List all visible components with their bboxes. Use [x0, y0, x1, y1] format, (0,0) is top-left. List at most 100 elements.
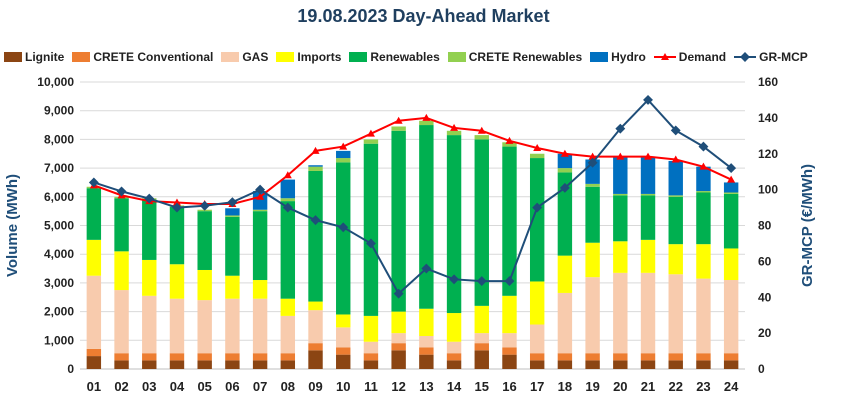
bar-gas	[474, 333, 489, 344]
bar-renewables	[668, 196, 683, 245]
y2-tick-label: 0	[758, 362, 765, 376]
x-tick-label: 07	[253, 379, 267, 394]
bar-crete-conventional	[391, 343, 406, 351]
y2-tick-label: 140	[758, 111, 778, 125]
bar-gas	[225, 298, 240, 354]
point-gr-mcp	[144, 193, 155, 204]
bar-lignite	[474, 350, 489, 369]
x-tick-label: 06	[225, 379, 239, 394]
bar-renewables	[308, 170, 323, 302]
bar-crete-conventional	[86, 348, 102, 357]
point-gr-mcp	[615, 123, 626, 134]
bar-renewables	[640, 195, 656, 240]
y-tick-label: 6,000	[44, 190, 74, 204]
bar-imports	[446, 313, 462, 342]
bar-imports	[474, 305, 489, 334]
point-demand	[394, 116, 403, 124]
y-tick-label: 8,000	[44, 132, 74, 146]
x-tick-label: 09	[308, 379, 322, 394]
bar-crete-conventional	[419, 347, 434, 355]
point-gr-mcp	[476, 276, 487, 287]
legend-item-crete-renewables: CRETE Renewables	[447, 50, 582, 64]
point-gr-mcp	[726, 163, 737, 174]
bar-crete-renewables	[474, 135, 489, 140]
bar-hydro	[696, 166, 711, 192]
bar-crete-conventional	[613, 353, 628, 361]
bar-crete-renewables	[363, 139, 379, 144]
x-tick-label: 18	[558, 379, 572, 394]
bar-gas	[640, 272, 656, 354]
bar-crete-renewables	[529, 153, 545, 159]
bar-lignite	[557, 360, 573, 369]
bar-gas	[391, 333, 406, 344]
bar-lignite	[446, 360, 462, 369]
point-demand	[588, 152, 597, 160]
bar-crete-renewables	[252, 209, 268, 212]
point-demand	[505, 136, 514, 144]
bar-gas	[529, 324, 545, 354]
x-tick-label: 22	[668, 379, 682, 394]
bar-hydro	[252, 191, 268, 210]
legend-label: Imports	[297, 50, 342, 64]
bar-imports	[197, 269, 212, 301]
bar-lignite	[86, 356, 102, 369]
y-tick-label: 5,000	[44, 219, 74, 233]
bar-lignite	[363, 360, 379, 369]
bar-renewables	[529, 158, 545, 282]
point-gr-mcp	[255, 184, 266, 195]
legend-item-hydro: Hydro	[590, 50, 646, 64]
bar-crete-renewables	[557, 168, 573, 173]
legend-item-renewables: Renewables	[349, 50, 440, 64]
y2-tick-label: 20	[758, 326, 772, 340]
bar-hydro	[668, 160, 683, 196]
bar-crete-conventional	[668, 353, 683, 361]
point-demand	[450, 123, 459, 131]
bar-crete-conventional	[696, 353, 711, 361]
bar-gas	[308, 310, 323, 344]
x-tick-label: 13	[419, 379, 433, 394]
bar-crete-conventional	[529, 353, 545, 361]
point-demand	[727, 175, 736, 183]
x-tick-label: 12	[391, 379, 405, 394]
bar-gas	[336, 327, 351, 348]
x-tick-label: 04	[170, 379, 185, 394]
bar-crete-renewables	[336, 158, 351, 163]
legend-swatch-imports	[276, 52, 295, 62]
bar-renewables	[557, 172, 573, 256]
bar-crete-conventional	[502, 347, 517, 355]
bar-lignite	[668, 360, 683, 369]
point-gr-mcp	[172, 202, 182, 213]
legend-label: Hydro	[611, 50, 646, 64]
legend-label: Renewables	[370, 50, 440, 64]
point-gr-mcp	[698, 141, 709, 152]
point-gr-mcp	[116, 186, 127, 197]
bar-renewables	[446, 135, 462, 314]
legend-label: GR-MCP	[759, 50, 808, 64]
point-demand	[339, 142, 348, 150]
bar-lignite	[640, 360, 656, 369]
bar-gas	[419, 335, 434, 348]
y-axis-title: Volume (MWh)	[4, 174, 21, 277]
bar-lignite	[502, 354, 517, 369]
bar-imports	[86, 239, 102, 276]
legend-item-gr-mcp: GR-MCP	[734, 50, 808, 64]
y-tick-label: 1,000	[44, 333, 74, 347]
bar-gas	[446, 341, 462, 354]
bar-gas	[363, 341, 379, 354]
bar-lignite	[280, 360, 296, 369]
point-demand	[366, 129, 375, 137]
point-demand	[644, 152, 653, 160]
x-tick-label: 02	[114, 379, 128, 394]
point-demand	[671, 155, 680, 163]
point-gr-mcp	[310, 215, 321, 226]
x-tick-label: 11	[364, 379, 378, 394]
point-gr-mcp	[199, 200, 210, 211]
y-tick-label: 2,000	[44, 305, 74, 319]
bar-imports	[336, 314, 351, 328]
point-gr-mcp	[421, 263, 432, 274]
bar-renewables	[391, 130, 406, 312]
x-tick-label: 24	[724, 379, 739, 394]
bar-imports	[502, 295, 517, 334]
point-demand	[477, 126, 486, 134]
y2-tick-label: 80	[758, 219, 772, 233]
